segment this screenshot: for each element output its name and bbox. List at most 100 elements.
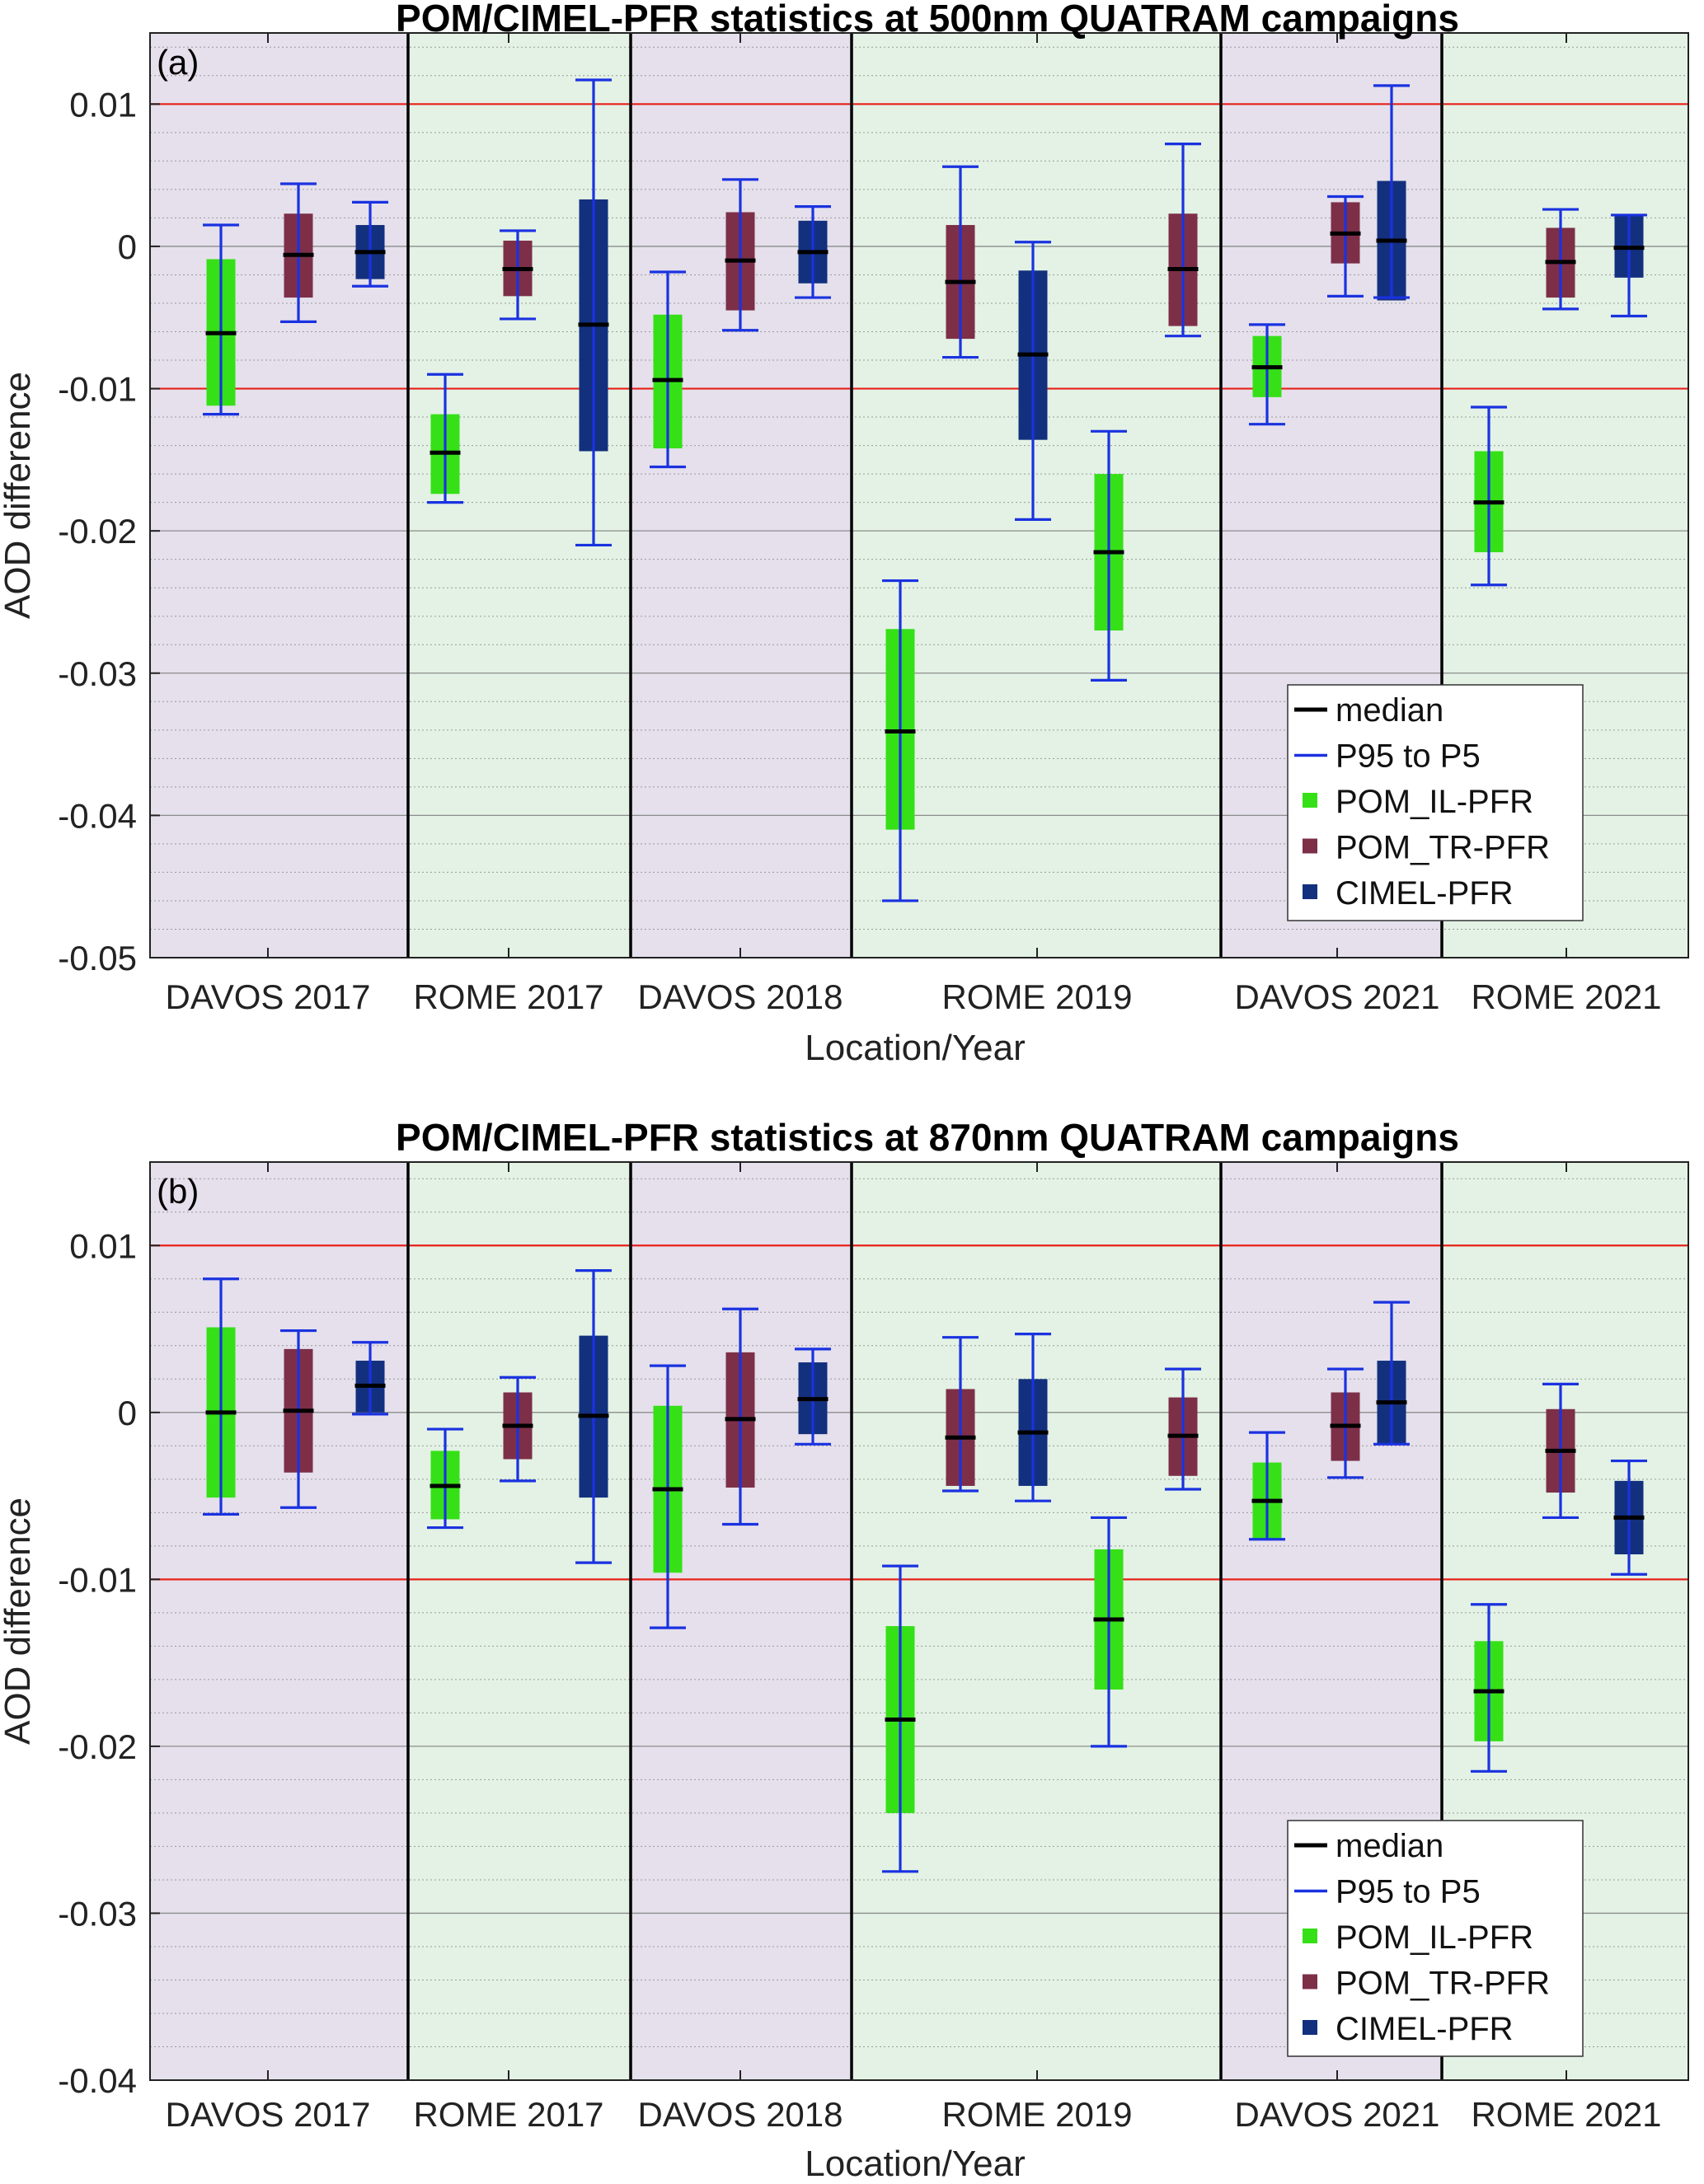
box-cimel-pfr: [1015, 241, 1051, 521]
x-tick-label: DAVOS 2018: [637, 2095, 843, 2134]
y-tick-label: -0.03: [58, 654, 137, 693]
box-pom_il-pfr: [203, 223, 239, 416]
x-tick-label: ROME 2021: [1471, 2095, 1661, 2134]
x-tick-label: DAVOS 2021: [1234, 2095, 1439, 2134]
x-tick-label: DAVOS 2021: [1234, 977, 1439, 1016]
box-pom_tr-pfr: [280, 182, 317, 324]
box-pom_il-pfr: [882, 1564, 918, 1873]
legend-label: CIMEL-PFR: [1336, 2011, 1514, 2047]
box-pom_tr-pfr: [1542, 208, 1579, 311]
y-tick-label: -0.01: [58, 370, 137, 409]
legend-swatch-square: [1303, 884, 1317, 899]
legend-label: P95 to P5: [1336, 738, 1481, 775]
legend-label: POM_IL-PFR: [1336, 1919, 1533, 1956]
box-pom_tr-pfr: [942, 1336, 979, 1493]
legend-label: POM_TR-PFR: [1336, 830, 1550, 866]
box-pom_il-pfr: [1091, 429, 1127, 682]
box-pom_il-pfr: [427, 1427, 463, 1530]
y-tick-label: 0: [118, 227, 137, 266]
x-tick-label: DAVOS 2017: [165, 977, 370, 1016]
chart-title: POM/CIMEL-PFR statistics at 870nm QUATRA…: [396, 1116, 1459, 1159]
box-cimel-pfr: [1373, 1301, 1410, 1446]
y-tick-label: -0.02: [58, 1727, 137, 1766]
category-band: [150, 33, 408, 958]
x-tick-label: ROME 2019: [941, 977, 1132, 1016]
panel-label: (b): [157, 1172, 199, 1211]
panel-label: (a): [157, 43, 199, 82]
box-pom_tr-pfr: [722, 1307, 758, 1526]
box-pom_tr-pfr: [280, 1329, 317, 1509]
legend-swatch-square: [1303, 2020, 1317, 2035]
y-tick-label: -0.03: [58, 1894, 137, 1933]
category-band: [852, 1162, 1221, 2080]
box-pom_il-pfr: [427, 373, 463, 504]
box-pom_tr-pfr: [500, 229, 536, 321]
y-tick-label: -0.04: [58, 796, 137, 835]
x-tick-label: ROME 2019: [941, 2095, 1132, 2134]
chart-title: POM/CIMEL-PFR statistics at 500nm QUATRA…: [396, 0, 1459, 40]
category-band: [408, 1162, 631, 2080]
box-pom_il-pfr: [1471, 405, 1507, 587]
legend-label: POM_IL-PFR: [1336, 784, 1533, 820]
y-tick-label: 0.01: [69, 85, 137, 124]
legend-label: CIMEL-PFR: [1336, 875, 1514, 912]
legend-label: POM_TR-PFR: [1336, 1966, 1550, 2002]
chart-panel-b: -0.04 -0.03 -0.02 -0.01 0 0.01 DAVOS 2017 ROME …: [0, 1116, 1689, 2184]
y-tick-label: -0.04: [58, 2061, 137, 2100]
x-tick-label: DAVOS 2017: [165, 2095, 370, 2134]
y-tick-label: -0.01: [58, 1560, 137, 1599]
x-tick-label: ROME 2021: [1471, 977, 1661, 1016]
legend-box: [1287, 1820, 1584, 2057]
box-pom_il-pfr: [1249, 323, 1285, 426]
legend-box: [1287, 684, 1584, 921]
box-pom_il-pfr: [882, 579, 918, 902]
box-cimel-pfr: [1373, 84, 1410, 301]
box-pom_tr-pfr: [942, 165, 979, 359]
box-cimel-pfr: [795, 1347, 831, 1446]
box-pom_tr-pfr: [1165, 143, 1201, 338]
box-cimel-pfr: [1015, 1333, 1051, 1502]
box-pom_il-pfr: [1091, 1516, 1127, 1748]
box-pom_il-pfr: [203, 1277, 239, 1516]
category-band: [631, 33, 852, 958]
box-pom_tr-pfr: [1542, 1382, 1579, 1520]
y-tick-label: 0: [118, 1394, 137, 1432]
x-tick-label: DAVOS 2018: [637, 977, 843, 1016]
legend-swatch-square: [1303, 1974, 1317, 1990]
x-axis-label: Location/Year: [805, 2144, 1025, 2184]
box-pom_tr-pfr: [1327, 1367, 1364, 1479]
axes-frame: [149, 32, 1689, 958]
legend-swatch-square: [1303, 793, 1317, 808]
y-tick-label: -0.05: [58, 939, 137, 977]
box-cimel-pfr: [352, 1341, 388, 1416]
y-tick-label: -0.02: [58, 512, 137, 551]
box-cimel-pfr: [575, 78, 612, 547]
y-axis-label: AOD difference: [0, 1497, 38, 1745]
legend-swatch-square: [1303, 1929, 1317, 1943]
box-cimel-pfr: [1611, 213, 1647, 318]
box-cimel-pfr: [352, 200, 388, 288]
axes-frame: [149, 1161, 1689, 2081]
box-pom_il-pfr: [1471, 1603, 1507, 1773]
box-pom_tr-pfr: [1327, 194, 1364, 298]
x-axis-label: Location/Year: [805, 1028, 1025, 1068]
chart-panel-a: -0.05 -0.04 -0.03 -0.02 -0.01 0 0.01 DAVOS 2017…: [0, 0, 1689, 1068]
legend: median P95 to P5 POM_IL-PFR POM_TR-PFR CIMEL…: [1287, 684, 1584, 921]
x-tick-label: ROME 2017: [413, 977, 603, 1016]
category-band: [408, 33, 631, 958]
legend-label: P95 to P5: [1336, 1874, 1481, 1910]
x-tick-label: ROME 2017: [413, 2095, 603, 2134]
legend-swatch-square: [1303, 838, 1317, 854]
y-tick-label: 0.01: [69, 1226, 137, 1265]
box-cimel-pfr: [795, 204, 831, 299]
legend: median P95 to P5 POM_IL-PFR POM_TR-PFR CIMEL…: [1287, 1820, 1584, 2057]
box-cimel-pfr: [1611, 1459, 1647, 1576]
category-band: [631, 1162, 852, 2080]
legend-label: median: [1336, 1828, 1443, 1864]
box-pom_il-pfr: [650, 270, 686, 469]
box-cimel-pfr: [575, 1269, 612, 1564]
box-pom_tr-pfr: [500, 1376, 536, 1483]
box-pom_tr-pfr: [722, 178, 758, 332]
box-pom_il-pfr: [1249, 1431, 1285, 1541]
